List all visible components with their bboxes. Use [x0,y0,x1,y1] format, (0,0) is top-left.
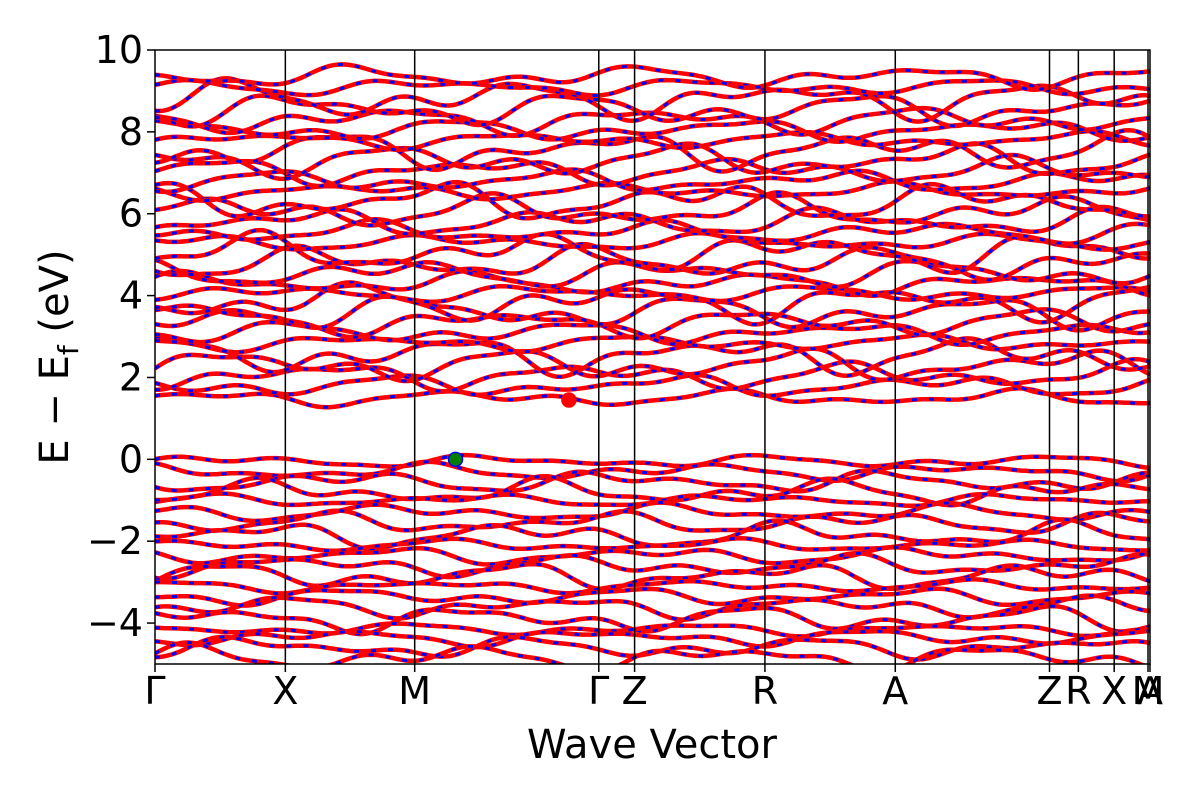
band-curve-spin-up [155,459,1150,484]
band-curve-spin-up [155,356,1150,394]
band-curve-spin-down [155,94,1150,128]
band-curve-spin-up [155,62,1150,92]
extrema-markers [447,392,577,468]
band-curve-spin-up [155,230,1150,252]
y-tick-label: 4 [119,274,143,318]
band-curve-spin-up [155,372,1150,399]
y-tick-label: 8 [119,110,143,154]
x-tick-label: R [1065,669,1091,713]
x-tick-label: A [1137,669,1163,713]
band-curve-spin-down [155,536,1150,553]
band-curve-spin-down [155,141,1150,181]
y-axis-label-main: E − E [32,355,78,465]
x-tick-label: A [882,669,908,713]
y-axis-label-sub: f [52,344,85,355]
band-curve-spin-up [155,468,1150,494]
y-axis-label: E − Ef (eV) [32,249,85,464]
x-tick-label: M [1132,669,1165,713]
band-curve-spin-down [155,386,1150,409]
band-curve-spin-down [155,347,1150,383]
y-axis-label-unit: (eV) [32,249,78,345]
bands-group [155,62,1150,664]
x-tick-label: Γ [588,669,609,713]
band-curve-spin-down [155,357,1150,393]
band-curve-spin-down [155,604,1150,636]
cbm-marker [561,392,577,408]
band-curve-spin-down [155,491,1150,508]
band-curve-spin-down [155,621,1150,638]
band-curve-spin-up [155,545,1150,567]
x-tick-label: Γ [144,669,165,713]
vbm-marker [447,451,464,468]
band-curve-spin-up [155,628,1150,650]
band-curve-spin-up [155,217,1150,246]
y-tick-label: 10 [95,28,143,72]
plot-frame [154,49,1151,665]
x-tick-label: M [398,669,431,713]
band-curve-spin-up [155,77,1150,98]
band-curve-spin-up [155,167,1150,195]
band-curve-spin-up [155,508,1150,535]
y-tick-label: −2 [87,519,143,563]
y-axis: 10 8 6 4 2 0 −2 −4 [87,28,155,645]
x-tick-label: Z [622,669,648,713]
y-tick-label: 2 [119,355,143,399]
x-axis-label: Wave Vector [527,722,778,768]
band-curve-spin-up [155,227,1150,276]
band-curve-spin-down [155,640,1145,664]
band-curve-spin-down [155,242,1150,282]
x-tick-label: X [1101,669,1127,713]
y-tick-label: 6 [119,192,143,236]
x-tick-label: R [752,669,778,713]
y-tick-label: 0 [119,437,143,481]
x-tick-label: Z [1036,669,1062,713]
band-curve-spin-down [155,453,1150,470]
band-curve-spin-down [155,129,1150,152]
x-tick-label: X [272,669,298,713]
band-curve-spin-up [155,294,1150,333]
kpoint-lines [284,50,1149,664]
band-curve-spin-down [155,76,1150,124]
band-curve-spin-down [155,635,1150,661]
y-tick-label: −4 [87,601,143,645]
band-curve-spin-up [155,586,1150,608]
x-axis: Γ X M Γ Z R A Z R X MA [144,664,1164,713]
band-curve-spin-down [155,577,1150,595]
